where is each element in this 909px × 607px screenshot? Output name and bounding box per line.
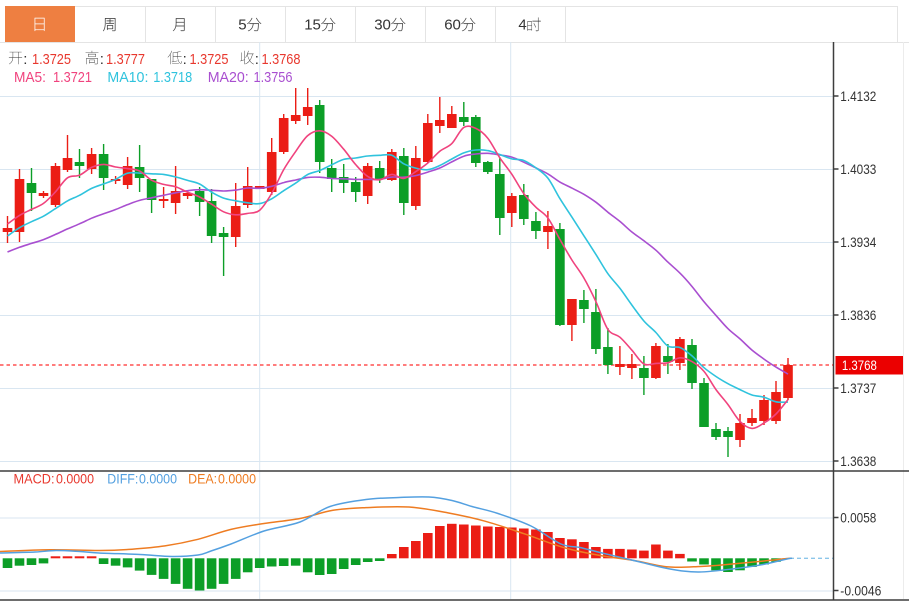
- svg-text:-0.0046: -0.0046: [840, 583, 881, 599]
- svg-text:4: 4: [518, 17, 526, 34]
- svg-text::: :: [255, 51, 259, 68]
- svg-text:MACD:: MACD:: [14, 471, 55, 487]
- svg-text:1.3737: 1.3737: [840, 380, 876, 396]
- svg-text:1.3725: 1.3725: [32, 51, 71, 68]
- svg-text::: :: [183, 51, 187, 68]
- svg-text:0.0000: 0.0000: [218, 471, 256, 487]
- svg-text:1.3768: 1.3768: [842, 357, 877, 373]
- svg-text::: :: [100, 51, 104, 68]
- svg-text:1.4033: 1.4033: [840, 161, 876, 177]
- svg-text::: :: [23, 51, 27, 68]
- svg-text:60: 60: [444, 17, 461, 34]
- svg-text:15: 15: [304, 17, 321, 34]
- svg-text:1.3718: 1.3718: [153, 69, 192, 86]
- svg-text:1.3836: 1.3836: [840, 307, 876, 323]
- svg-text:1.3725: 1.3725: [190, 51, 229, 68]
- svg-text:MA10:: MA10:: [107, 69, 148, 86]
- svg-text:1.3934: 1.3934: [840, 234, 876, 250]
- svg-text:MA5:: MA5:: [14, 69, 46, 86]
- svg-text:30: 30: [374, 17, 391, 34]
- svg-text:1.4132: 1.4132: [840, 88, 876, 104]
- svg-text:1.3777: 1.3777: [106, 51, 145, 68]
- svg-text:0.0000: 0.0000: [139, 471, 177, 487]
- svg-text:1.3638: 1.3638: [840, 453, 876, 469]
- svg-text:1.3721: 1.3721: [53, 69, 92, 86]
- svg-text:1.3756: 1.3756: [254, 69, 293, 86]
- svg-text:DEA:: DEA:: [188, 471, 217, 487]
- svg-text:0.0000: 0.0000: [56, 471, 94, 487]
- svg-text:DIFF:: DIFF:: [107, 471, 138, 487]
- svg-text:5: 5: [238, 17, 246, 34]
- svg-text:1.3768: 1.3768: [262, 51, 301, 68]
- svg-text:0.0058: 0.0058: [840, 510, 876, 526]
- svg-text:MA20:: MA20:: [208, 69, 249, 86]
